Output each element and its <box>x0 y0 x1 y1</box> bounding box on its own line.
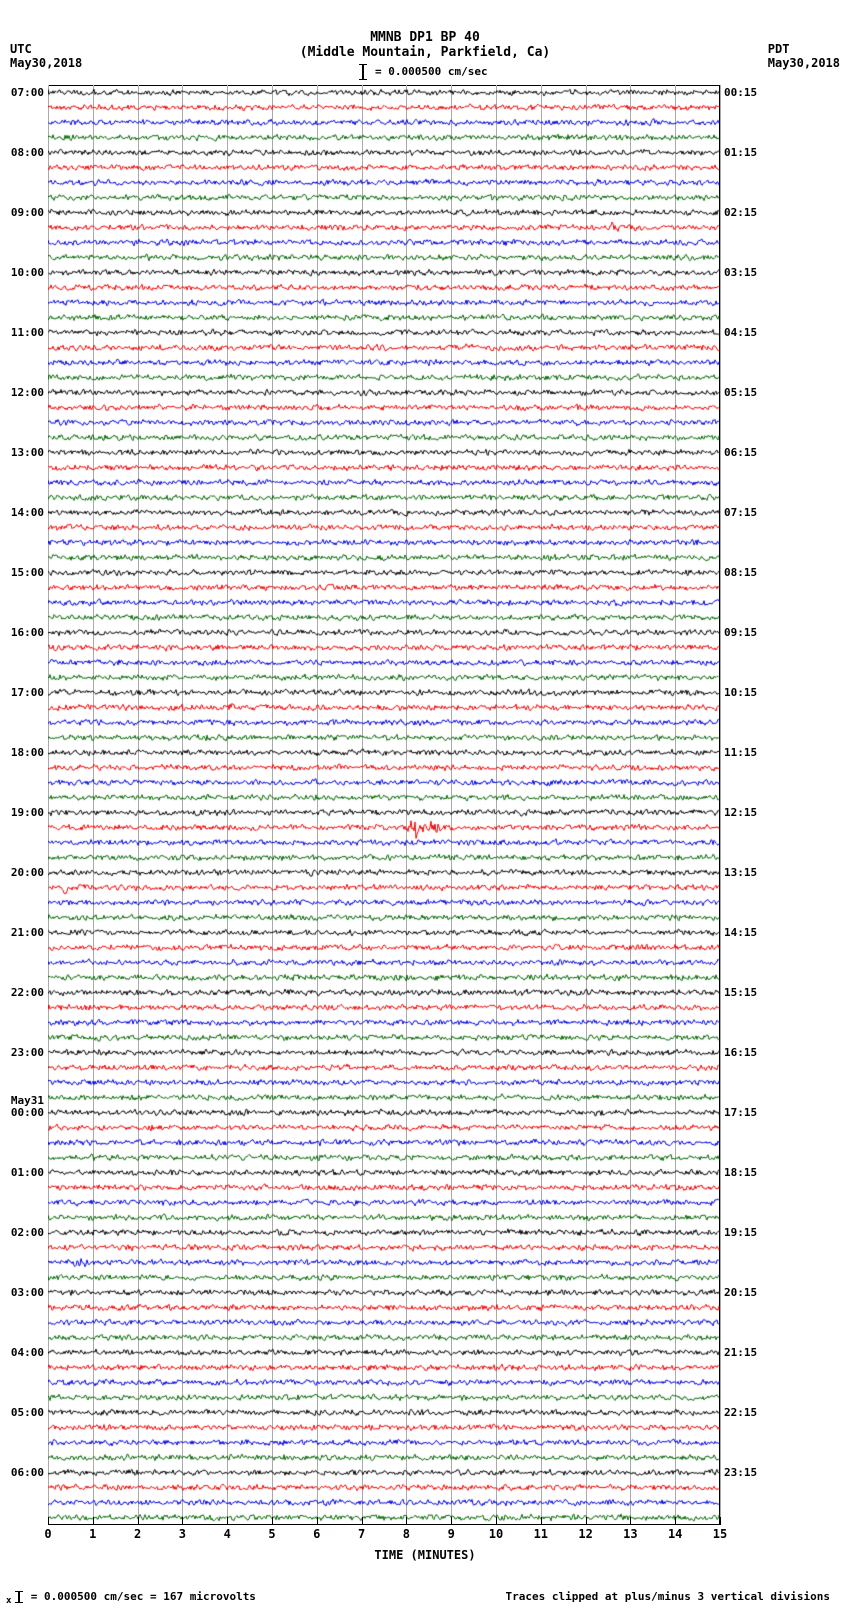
utc-time-label: 13:00 <box>4 446 44 459</box>
utc-time-label: 15:00 <box>4 566 44 579</box>
chart-title-2: (Middle Mountain, Parkfield, Ca) <box>0 45 850 60</box>
pdt-time-label: 15:15 <box>724 986 764 999</box>
x-tick-mark <box>272 1517 273 1525</box>
pdt-time-label: 17:15 <box>724 1106 764 1119</box>
utc-time-label: 08:00 <box>4 146 44 159</box>
x-tick-label: 10 <box>489 1527 503 1541</box>
pdt-time-label: 08:15 <box>724 566 764 579</box>
x-tick-label: 15 <box>713 1527 727 1541</box>
x-tick-mark <box>138 1517 139 1525</box>
utc-time-label: 06:00 <box>4 1466 44 1479</box>
x-tick-mark <box>362 1517 363 1525</box>
pdt-time-label: 19:15 <box>724 1226 764 1239</box>
x-tick-mark <box>586 1517 587 1525</box>
x-tick-mark <box>227 1517 228 1525</box>
x-tick-mark <box>630 1517 631 1525</box>
pdt-time-label: 05:15 <box>724 386 764 399</box>
pdt-label: PDT May30,2018 <box>768 42 840 70</box>
x-tick-label: 12 <box>578 1527 592 1541</box>
utc-time-label: 22:00 <box>4 986 44 999</box>
x-tick-label: 7 <box>358 1527 365 1541</box>
pdt-time-label: 09:15 <box>724 626 764 639</box>
footer-right: Traces clipped at plus/minus 3 vertical … <box>505 1590 830 1603</box>
x-tick-label: 0 <box>44 1527 51 1541</box>
pdt-time-label: 14:15 <box>724 926 764 939</box>
x-tick-label: 1 <box>89 1527 96 1541</box>
pdt-time-label: 11:15 <box>724 746 764 759</box>
pdt-time-label: 23:15 <box>724 1466 764 1479</box>
x-axis-ticks: 0123456789101112131415 <box>48 1525 720 1545</box>
pdt-time-label: 22:15 <box>724 1406 764 1419</box>
utc-time-label: 03:00 <box>4 1286 44 1299</box>
utc-time-label: 07:00 <box>4 86 44 99</box>
pdt-time-label: 02:15 <box>724 206 764 219</box>
pdt-time-label: 13:15 <box>724 866 764 879</box>
utc-time-label: 11:00 <box>4 326 44 339</box>
utc-time-label: 05:00 <box>4 1406 44 1419</box>
utc-time-label: 17:00 <box>4 686 44 699</box>
utc-time-label: 20:00 <box>4 866 44 879</box>
pdt-time-label: 20:15 <box>724 1286 764 1299</box>
x-tick-label: 5 <box>268 1527 275 1541</box>
utc-time-label: 01:00 <box>4 1166 44 1179</box>
utc-time-label: 04:00 <box>4 1346 44 1359</box>
x-tick-label: 14 <box>668 1527 682 1541</box>
pdt-time-label: 10:15 <box>724 686 764 699</box>
utc-label: UTC May30,2018 <box>10 42 82 70</box>
x-tick-mark <box>720 1517 721 1525</box>
utc-time-label: 19:00 <box>4 806 44 819</box>
pdt-time-label: 07:15 <box>724 506 764 519</box>
x-tick-label: 4 <box>224 1527 231 1541</box>
x-tick-label: 13 <box>623 1527 637 1541</box>
x-tick-mark <box>675 1517 676 1525</box>
x-tick-label: 3 <box>179 1527 186 1541</box>
utc-time-label: 14:00 <box>4 506 44 519</box>
pdt-time-label: 03:15 <box>724 266 764 279</box>
chart-title-1: MMNB DP1 BP 40 <box>0 0 850 45</box>
utc-time-label: 10:00 <box>4 266 44 279</box>
x-tick-label: 2 <box>134 1527 141 1541</box>
grid-vertical <box>720 85 721 1525</box>
x-tick-label: 8 <box>403 1527 410 1541</box>
utc-time-label: 21:00 <box>4 926 44 939</box>
footer-left: x = 0.000500 cm/sec = 167 microvolts <box>6 1590 256 1606</box>
utc-time-label: 18:00 <box>4 746 44 759</box>
utc-time-label: 02:00 <box>4 1226 44 1239</box>
utc-time-label: 23:00 <box>4 1046 44 1059</box>
seismogram-container: UTC May30,2018 PDT May30,2018 MMNB DP1 B… <box>0 0 850 1613</box>
x-tick-label: 11 <box>534 1527 548 1541</box>
midnight-label: May31 <box>4 1094 44 1107</box>
utc-time-label: 09:00 <box>4 206 44 219</box>
x-tick-mark <box>317 1517 318 1525</box>
x-tick-mark <box>451 1517 452 1525</box>
pdt-time-label: 18:15 <box>724 1166 764 1179</box>
x-tick-mark <box>182 1517 183 1525</box>
x-tick-mark <box>406 1517 407 1525</box>
utc-time-label: 00:00 <box>4 1106 44 1119</box>
pdt-time-label: 00:15 <box>724 86 764 99</box>
x-tick-mark <box>48 1517 49 1525</box>
pdt-time-label: 12:15 <box>724 806 764 819</box>
seismogram-plot <box>48 85 720 1525</box>
pdt-time-label: 01:15 <box>724 146 764 159</box>
x-tick-label: 9 <box>448 1527 455 1541</box>
x-tick-mark <box>93 1517 94 1525</box>
x-tick-label: 6 <box>313 1527 320 1541</box>
pdt-time-label: 16:15 <box>724 1046 764 1059</box>
utc-time-label: 16:00 <box>4 626 44 639</box>
pdt-time-label: 06:15 <box>724 446 764 459</box>
scale-bar-icon <box>18 1591 20 1603</box>
x-tick-mark <box>496 1517 497 1525</box>
x-axis-label: TIME (MINUTES) <box>0 1548 850 1562</box>
utc-time-label: 12:00 <box>4 386 44 399</box>
pdt-time-label: 04:15 <box>724 326 764 339</box>
x-tick-mark <box>541 1517 542 1525</box>
pdt-time-label: 21:15 <box>724 1346 764 1359</box>
